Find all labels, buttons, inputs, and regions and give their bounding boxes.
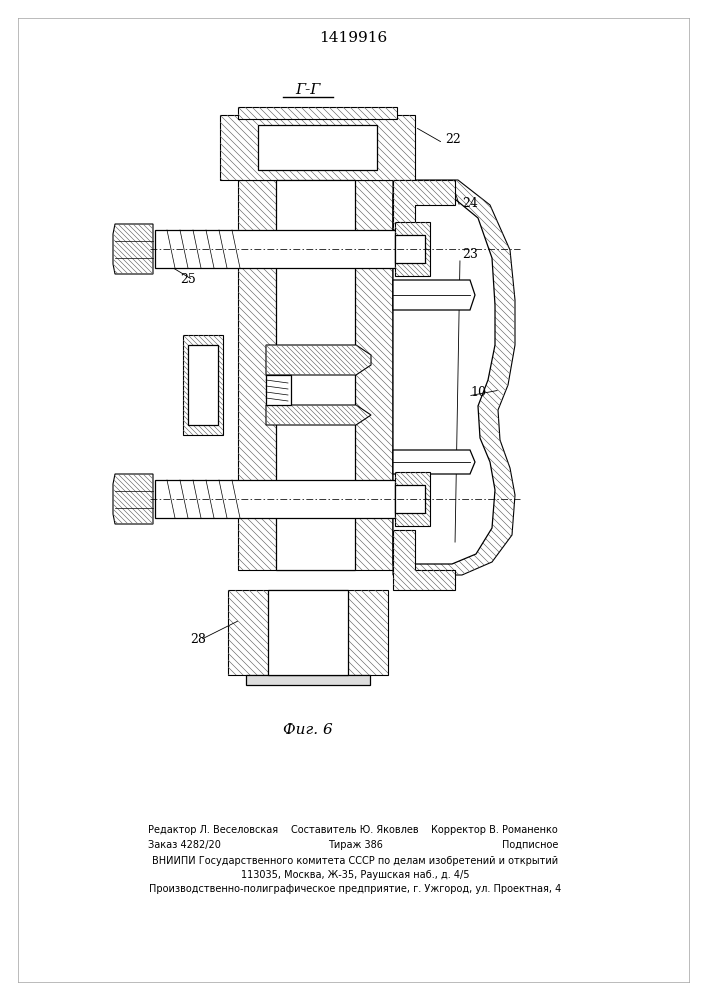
Polygon shape	[113, 474, 153, 524]
Text: 23: 23	[462, 248, 478, 261]
Polygon shape	[246, 675, 370, 685]
Polygon shape	[155, 480, 395, 518]
Text: 113035, Москва, Ж-35, Раушская наб., д. 4/5: 113035, Москва, Ж-35, Раушская наб., д. …	[241, 870, 469, 880]
Polygon shape	[183, 335, 223, 435]
Text: Производственно-полиграфическое предприятие, г. Ужгород, ул. Проектная, 4: Производственно-полиграфическое предприя…	[149, 884, 561, 894]
Polygon shape	[113, 224, 153, 274]
Polygon shape	[228, 590, 388, 675]
Text: 10: 10	[470, 386, 486, 399]
Polygon shape	[395, 222, 430, 276]
Polygon shape	[238, 180, 393, 570]
Text: Заказ 4282/20: Заказ 4282/20	[148, 840, 221, 850]
Text: 1419916: 1419916	[319, 31, 387, 45]
Polygon shape	[393, 180, 455, 245]
Polygon shape	[220, 115, 415, 180]
Text: 25: 25	[180, 273, 196, 286]
Text: Составитель Ю. Яковлев: Составитель Ю. Яковлев	[291, 825, 419, 835]
Polygon shape	[393, 180, 515, 575]
Text: 28: 28	[190, 633, 206, 646]
Text: 22: 22	[445, 133, 461, 146]
Polygon shape	[393, 280, 475, 310]
Polygon shape	[395, 485, 425, 513]
Polygon shape	[395, 472, 430, 526]
Polygon shape	[266, 375, 291, 405]
Polygon shape	[266, 405, 371, 425]
Polygon shape	[393, 530, 455, 590]
Polygon shape	[268, 590, 348, 675]
Polygon shape	[393, 450, 475, 474]
Polygon shape	[276, 180, 355, 570]
Polygon shape	[266, 345, 371, 375]
Polygon shape	[188, 345, 218, 425]
Text: Тираж 386: Тираж 386	[327, 840, 382, 850]
Polygon shape	[393, 195, 495, 564]
Text: Корректор В. Романенко: Корректор В. Романенко	[431, 825, 558, 835]
Text: 24: 24	[462, 197, 478, 210]
Polygon shape	[258, 125, 377, 170]
Text: Г-Г: Г-Г	[296, 83, 321, 97]
Text: Редактор Л. Веселовская: Редактор Л. Веселовская	[148, 825, 278, 835]
Text: Фиг. 6: Фиг. 6	[283, 723, 333, 737]
Text: Подписное: Подписное	[502, 840, 558, 850]
Polygon shape	[155, 230, 395, 268]
Polygon shape	[238, 107, 397, 119]
Polygon shape	[395, 235, 425, 263]
Text: ВНИИПИ Государственного комитета СССР по делам изобретений и открытий: ВНИИПИ Государственного комитета СССР по…	[152, 856, 558, 866]
